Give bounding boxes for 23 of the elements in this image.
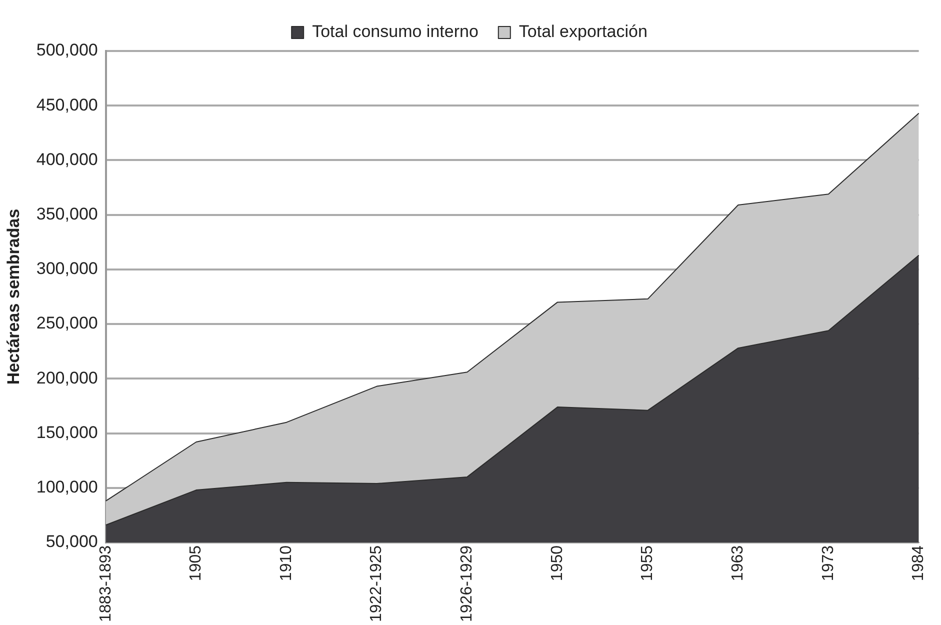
- x-tick-label: 1905: [188, 545, 205, 582]
- legend-label: Total exportación: [518, 22, 648, 42]
- x-tick-label: 1973: [820, 545, 837, 582]
- y-tick-label: 200,000: [36, 368, 98, 388]
- y-tick-label: 300,000: [36, 259, 98, 278]
- x-tick-label: 1883-1893: [97, 545, 114, 622]
- x-tick-label: 1922-1925: [368, 545, 386, 622]
- y-tick-label: 150,000: [36, 422, 98, 442]
- y-tick-label: 350,000: [36, 204, 98, 224]
- y-tick-label: 50,000: [46, 532, 98, 552]
- y-tick-label: 500,000: [36, 40, 98, 60]
- y-tick-label: 400,000: [36, 150, 98, 169]
- legend-label: Total consumo interno: [312, 22, 478, 42]
- x-tick-label: 1963: [730, 545, 747, 582]
- x-tick-label: 1955: [639, 545, 656, 582]
- x-tick-label: 1984: [910, 545, 928, 582]
- x-tick-label: 1950: [548, 545, 566, 582]
- x-tick-label: 1926-1929: [458, 545, 476, 622]
- y-tick-label: 450,000: [36, 95, 98, 114]
- y-axis-title: Hectáreas sembradas: [4, 208, 23, 385]
- y-tick-label: 100,000: [36, 478, 98, 497]
- y-tick-label: 250,000: [36, 314, 98, 333]
- x-tick-label: 1910: [278, 545, 295, 582]
